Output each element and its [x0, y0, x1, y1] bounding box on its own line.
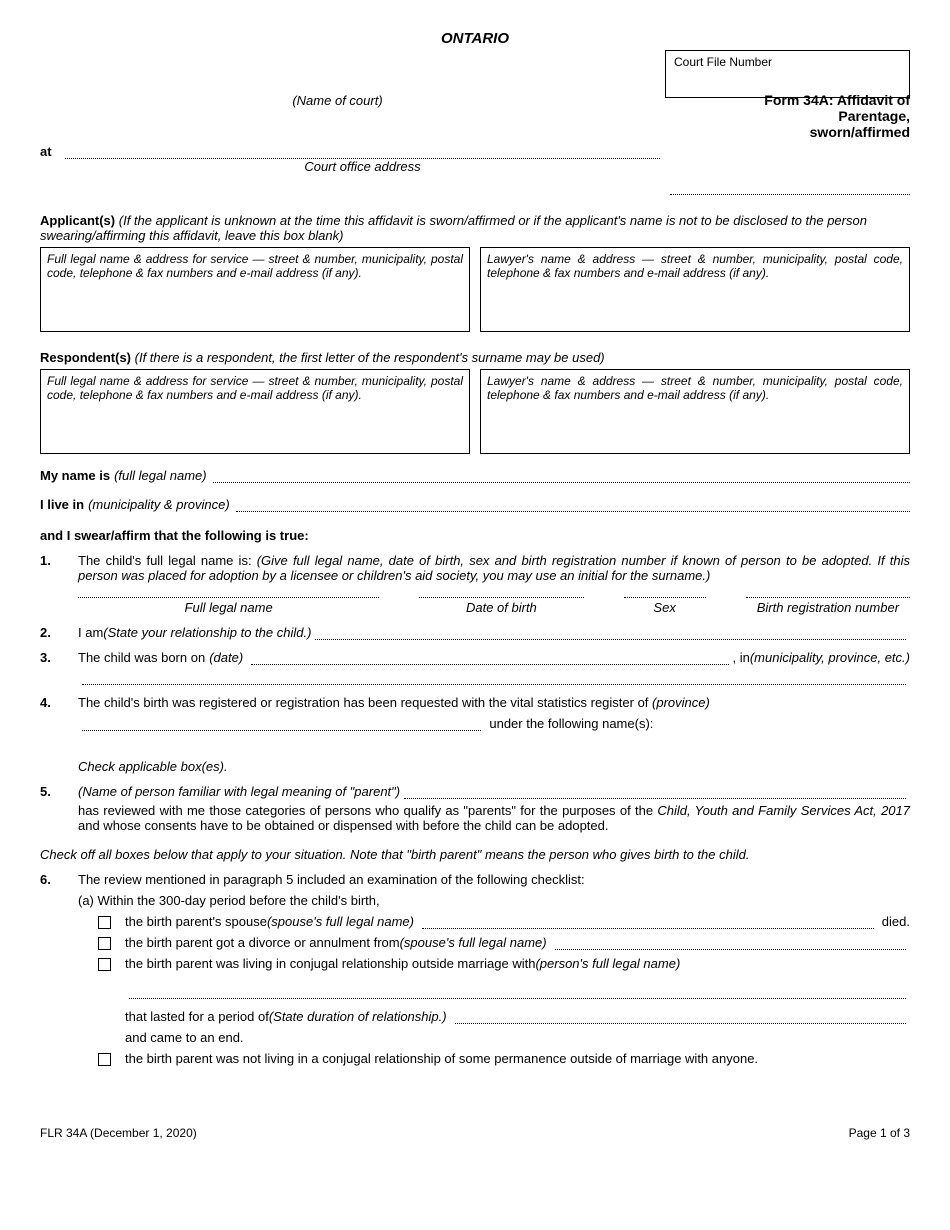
birth-date-input[interactable]	[251, 651, 728, 665]
col-full-legal-name: Full legal name	[78, 597, 379, 615]
item-3: 3. The child was born on (date) , in (mu…	[40, 650, 910, 685]
applicants-heading: Applicant(s) (If the applicant is unknow…	[40, 213, 910, 243]
court-address-input[interactable]	[65, 145, 660, 159]
check-applicable-note: Check applicable box(es).	[78, 759, 910, 774]
at-label: at	[40, 144, 65, 159]
court-address-placeholder: Court office address	[65, 159, 660, 174]
live-in-note: (municipality & province)	[88, 497, 230, 512]
relationship-input[interactable]	[315, 626, 906, 640]
checkbox-spouse-died[interactable]	[98, 916, 111, 929]
court-file-number-label: Court File Number	[674, 55, 772, 69]
applicant-name-address-box[interactable]: Full legal name & address for service — …	[40, 247, 470, 332]
divorce-spouse-name-input[interactable]	[555, 936, 906, 950]
checkbox-divorce[interactable]	[98, 937, 111, 950]
footer-form-id: FLR 34A (December 1, 2020)	[40, 1126, 197, 1140]
my-name-label: My name is	[40, 468, 110, 483]
respondent-name-address-box[interactable]: Full legal name & address for service — …	[40, 369, 470, 454]
spouse-died-name-input[interactable]	[422, 915, 874, 929]
form-title: Form 34A: Affidavit of Parentage, sworn/…	[670, 92, 910, 140]
sworn-date-line[interactable]	[670, 194, 910, 195]
footer-page-number: Page 1 of 3	[849, 1126, 910, 1140]
respondent-lawyer-box[interactable]: Lawyer's name & address — street & numbe…	[480, 369, 910, 454]
item-2: 2. I am (State your relationship to the …	[40, 625, 910, 640]
item-6: 6. The review mentioned in paragraph 5 i…	[40, 872, 910, 1066]
court-name-placeholder: (Name of court)	[40, 93, 635, 108]
relationship-duration-input[interactable]	[455, 1010, 906, 1024]
check-all-boxes-note: Check off all boxes below that apply to …	[40, 847, 910, 862]
page-footer: FLR 34A (December 1, 2020) Page 1 of 3	[40, 1126, 910, 1140]
my-name-input[interactable]	[213, 469, 910, 483]
checkbox-conjugal[interactable]	[98, 958, 111, 971]
live-in-label: I live in	[40, 497, 84, 512]
item-6a: (a) Within the 300-day period before the…	[78, 893, 910, 908]
item-1: 1. The child's full legal name is: (Give…	[40, 553, 910, 583]
court-file-number-box[interactable]: Court File Number	[665, 50, 910, 98]
my-name-note: (full legal name)	[114, 468, 207, 483]
province-input[interactable]	[82, 717, 481, 731]
live-in-input[interactable]	[236, 498, 910, 512]
col-date-of-birth: Date of birth	[419, 597, 583, 615]
child-info-headers: Full legal name Date of birth Sex Birth …	[78, 597, 910, 615]
swear-affirm-statement: and I swear/affirm that the following is…	[40, 528, 910, 543]
col-sex: Sex	[624, 597, 706, 615]
respondents-heading: Respondent(s) (If there is a respondent,…	[40, 350, 910, 365]
birth-place-input[interactable]	[82, 671, 906, 685]
checkbox-not-conjugal[interactable]	[98, 1053, 111, 1066]
item-5: 5. (Name of person familiar with legal m…	[40, 784, 910, 833]
reviewer-name-input[interactable]	[404, 785, 906, 799]
item-4: 4. The child's birth was registered or r…	[40, 695, 910, 731]
province-heading: ONTARIO	[40, 30, 910, 47]
col-birth-reg-number: Birth registration number	[746, 597, 910, 615]
conjugal-person-name-input[interactable]	[129, 985, 906, 999]
applicant-lawyer-box[interactable]: Lawyer's name & address — street & numbe…	[480, 247, 910, 332]
